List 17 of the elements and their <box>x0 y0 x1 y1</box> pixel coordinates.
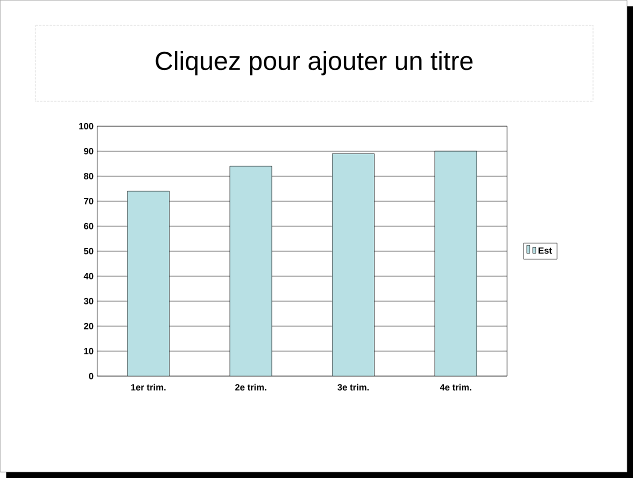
chart-title: Cliquez pour ajouter un titre <box>156 51 473 76</box>
x-tick-label: 4e trim. <box>440 384 472 390</box>
y-tick-label: 80 <box>84 172 94 180</box>
legend-label: Est <box>538 247 552 254</box>
y-tick-label: 60 <box>84 222 94 230</box>
y-tick-label: 100 <box>79 122 94 130</box>
y-tick-label: 10 <box>84 348 94 354</box>
y-tick-label: 0 <box>88 372 94 380</box>
x-tick-label: 1er trim. <box>131 384 166 390</box>
y-tick-label: 30 <box>84 298 94 304</box>
y-tick-label: 90 <box>84 148 94 154</box>
y-tick-label: 70 <box>84 198 94 204</box>
y-tick-label: 20 <box>84 322 94 330</box>
x-tick-label: 2e trim. <box>235 384 266 390</box>
x-tick-label: 3e trim. <box>338 384 369 390</box>
y-tick-label: 50 <box>84 248 94 254</box>
y-tick-label: 40 <box>84 272 94 280</box>
